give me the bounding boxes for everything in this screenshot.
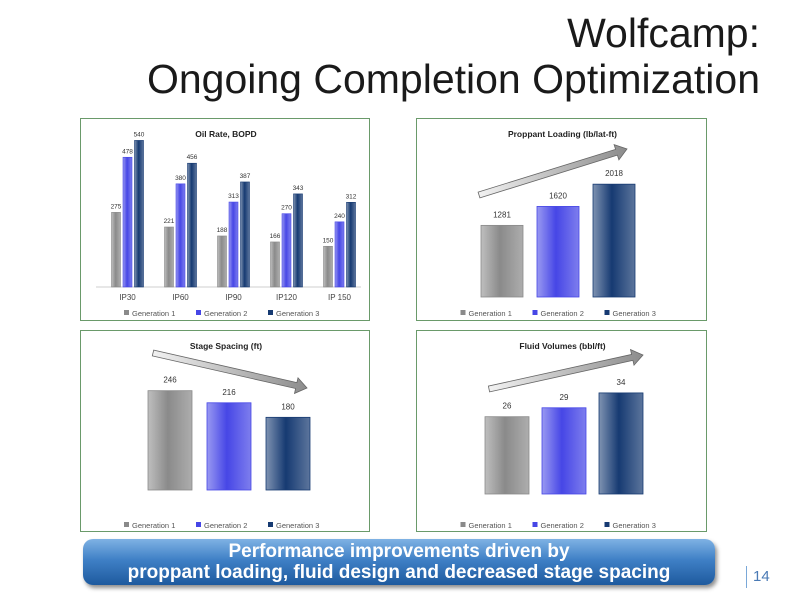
tick-label: IP120 xyxy=(276,293,297,302)
bar xyxy=(293,193,303,288)
data-label: 1620 xyxy=(549,191,567,200)
data-label: 216 xyxy=(222,388,236,397)
legend-label: Generation 3 xyxy=(613,521,656,530)
legend-swatch xyxy=(460,522,466,527)
title-line-2: Ongoing Completion Optimization xyxy=(146,56,760,102)
stage-spacing-chart: Stage Spacing (ft) 246 216 180 Generation 1 G… xyxy=(124,341,319,530)
bar xyxy=(592,183,636,298)
data-label: 387 xyxy=(240,173,251,180)
bar xyxy=(598,392,644,495)
bar xyxy=(323,245,333,288)
data-label: 2018 xyxy=(605,169,623,178)
legend-label: Generation 1 xyxy=(132,309,175,318)
bar xyxy=(175,183,186,288)
chart-title: Oil Rate, BOPD xyxy=(195,129,256,139)
legend-swatch xyxy=(124,522,129,527)
bar xyxy=(111,212,121,288)
legend-label: Generation 3 xyxy=(276,309,319,318)
data-label: 188 xyxy=(217,227,228,234)
legend-swatch xyxy=(124,310,129,315)
data-label: 246 xyxy=(163,376,177,385)
legend-label: Generation 2 xyxy=(541,521,584,530)
legend-label: Generation 1 xyxy=(469,521,512,530)
banner-line-2: proppant loading, fluid design and decre… xyxy=(127,562,671,583)
legend-label: Generation 1 xyxy=(132,521,175,530)
data-label: 166 xyxy=(270,233,281,240)
data-label: 540 xyxy=(134,131,145,138)
tick-label: IP30 xyxy=(119,293,136,302)
bar xyxy=(270,241,280,288)
legend-label: Generation 2 xyxy=(204,521,247,530)
bar xyxy=(122,156,133,288)
data-label: 478 xyxy=(122,148,133,155)
legend-label: Generation 3 xyxy=(276,521,319,530)
chart-title: Fluid Volumes (bbl/ft) xyxy=(519,341,605,351)
data-label: 313 xyxy=(228,193,239,200)
bar xyxy=(206,402,252,491)
chart-panel-stage-spacing: Stage Spacing (ft) 246 216 180 Generation 1 G… xyxy=(80,330,370,532)
bar xyxy=(265,416,311,491)
proppant-loading-chart: Proppant Loading (lb/lat-ft) 1281 1620 2018… xyxy=(460,129,656,318)
data-label: 1281 xyxy=(493,210,511,219)
chart-panel-proppant-loading: Proppant Loading (lb/lat-ft) 1281 1620 2018… xyxy=(416,118,707,321)
bar xyxy=(480,224,524,298)
bar xyxy=(334,221,345,288)
data-label: 240 xyxy=(334,213,345,220)
data-label: 29 xyxy=(560,393,569,402)
data-label: 26 xyxy=(503,402,512,411)
legend-label: Generation 1 xyxy=(469,309,512,318)
legend-label: Generation 2 xyxy=(204,309,247,318)
chart-title: Stage Spacing (ft) xyxy=(190,341,262,351)
chart-panel-fluid-volumes: Fluid Volumes (bbl/ft) 26 29 34 Generation 1… xyxy=(416,330,707,532)
tick-label: IP60 xyxy=(172,293,189,302)
trend-arrow xyxy=(151,349,308,395)
title-line-1: Wolfcamp: xyxy=(567,10,760,56)
bar xyxy=(281,213,292,288)
bar xyxy=(346,202,356,288)
legend-swatch xyxy=(196,310,201,315)
legend-swatch xyxy=(532,310,538,315)
legend-label: Generation 3 xyxy=(613,309,656,318)
legend-swatch xyxy=(196,522,201,527)
bar xyxy=(217,235,227,288)
trend-arrow xyxy=(477,143,628,199)
legend-swatch xyxy=(604,522,610,527)
tick-label: IP 150 xyxy=(328,293,352,302)
data-label: 275 xyxy=(111,203,122,210)
slide-title: Wolfcamp: Ongoing Completion Optimizatio… xyxy=(147,10,760,102)
bar xyxy=(484,416,530,495)
oil-rate-chart: Oil Rate, BOPD 275 478 540 IP30 221 380 456 IP60… xyxy=(96,129,361,318)
bar xyxy=(541,407,587,495)
summary-banner: Performance improvements driven by propp… xyxy=(83,539,715,585)
bar xyxy=(536,206,580,298)
data-label: 221 xyxy=(164,218,175,225)
chart-panel-oil-rate: Oil Rate, BOPD 275 478 540 IP30 221 380 456 IP60… xyxy=(80,118,370,321)
legend-swatch xyxy=(460,310,466,315)
page-number: 14 xyxy=(746,566,770,588)
data-label: 34 xyxy=(617,378,626,387)
data-label: 270 xyxy=(281,205,292,212)
data-label: 180 xyxy=(281,402,295,411)
chart-title: Proppant Loading (lb/lat-ft) xyxy=(508,129,617,139)
tick-label: IP90 xyxy=(225,293,242,302)
data-label: 150 xyxy=(323,237,334,244)
legend-swatch xyxy=(268,522,273,527)
bar xyxy=(240,181,250,288)
banner-line-1: Performance improvements driven by xyxy=(228,541,570,562)
legend-swatch xyxy=(604,310,610,315)
legend-swatch xyxy=(532,522,538,527)
data-label: 380 xyxy=(175,175,186,182)
bar xyxy=(147,390,193,491)
data-label: 456 xyxy=(187,154,198,161)
bar xyxy=(228,201,239,288)
bar xyxy=(164,226,174,288)
data-label: 312 xyxy=(346,193,357,200)
legend-swatch xyxy=(268,310,273,315)
legend-label: Generation 2 xyxy=(541,309,584,318)
bar xyxy=(187,162,197,288)
data-label: 343 xyxy=(293,185,304,192)
bar xyxy=(134,140,144,288)
trend-arrow xyxy=(487,348,644,393)
fluid-volumes-chart: Fluid Volumes (bbl/ft) 26 29 34 Generation 1… xyxy=(460,341,656,530)
